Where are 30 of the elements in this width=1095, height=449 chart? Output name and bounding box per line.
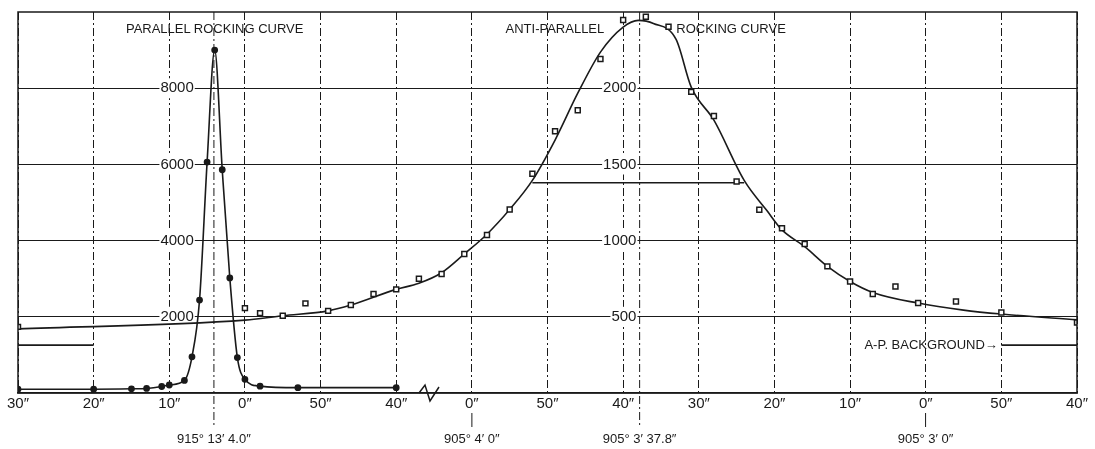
text: ANTI-PARALLEL ROCKING CURVE	[505, 20, 786, 36]
x-tick-label: 30″	[687, 394, 711, 412]
x-tick-label: 50″	[536, 394, 560, 412]
x-tick-label: 0″	[918, 394, 934, 412]
x-tick-label: 20″	[763, 394, 787, 412]
text: 915° 13′ 4.0″	[177, 431, 252, 446]
y-tick-label: 6000	[160, 154, 194, 172]
x-tick-label: 40″	[385, 394, 408, 412]
x-tick-label: 0″	[238, 394, 253, 412]
y2-tick-label: 500	[611, 306, 637, 324]
series-label: PARALLEL ROCKING CURVE	[125, 20, 304, 36]
x-tick-label: 40″	[1066, 394, 1089, 412]
y2-tick-label: 2000	[603, 78, 637, 96]
x-tick-label: 40″	[612, 394, 635, 412]
x-tick-label: 20″	[82, 394, 106, 412]
x-tick-label: 30″	[7, 394, 30, 412]
y-tick-label: 2000	[160, 306, 194, 324]
x-tick-label: 10″	[158, 394, 181, 412]
text: 905° 4′ 0″	[444, 431, 501, 446]
x-tick-label: 50″	[990, 394, 1014, 412]
text: 905° 3′ 0″	[897, 431, 954, 446]
y-tick-label: 8000	[160, 78, 194, 96]
text: 905° 3′ 37.8″	[602, 431, 677, 446]
y2-tick-label: 1000	[603, 230, 637, 248]
y-tick-label: 4000	[160, 230, 194, 248]
annotation: A-P. BACKGROUND→	[864, 336, 998, 352]
y2-tick-label: 1500	[603, 154, 637, 172]
x-tick-label: 10″	[839, 394, 862, 412]
x-tick-label: 0″	[465, 394, 480, 412]
x-tick-label: 50″	[309, 394, 333, 412]
